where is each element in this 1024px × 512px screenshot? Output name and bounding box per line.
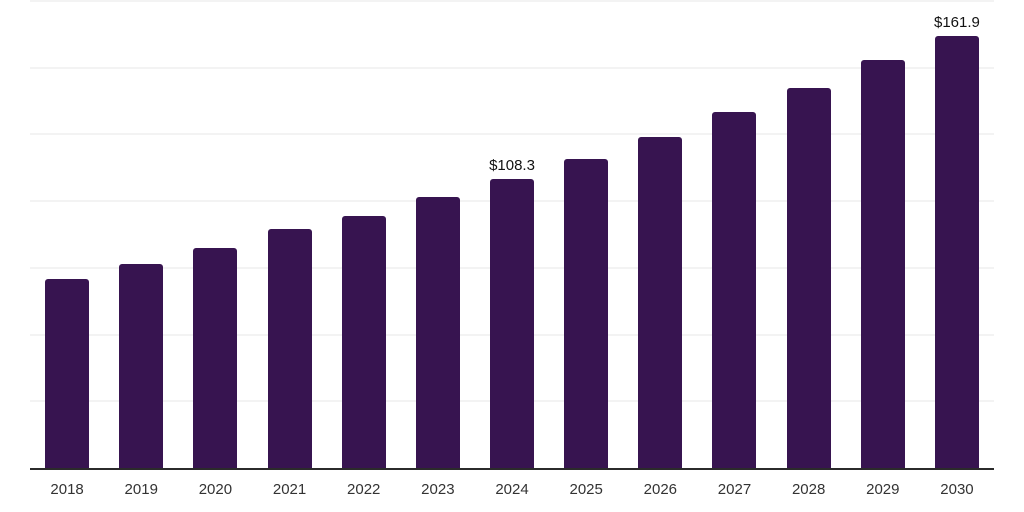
x-axis-label-2029: 2029 [866,481,900,498]
bar-value-label-2024: $108.3 [489,157,535,174]
x-axis-label-2021: 2021 [272,481,307,498]
bar-group-2026 [623,1,697,468]
bar-2022 [341,215,386,468]
bar-2021 [267,229,312,468]
bar-2028 [786,87,831,468]
gridline-125 [30,133,994,136]
x-axis-label-2028: 2028 [791,481,826,498]
x-axis-label-2022: 2022 [347,481,381,498]
bar-2018 [45,278,90,468]
gridline-150 [30,66,994,69]
bar-2023 [415,196,460,468]
bar-2025 [564,158,609,468]
x-axis-label-2025: 2025 [569,481,603,498]
bar-2026 [638,136,683,468]
bar-2030 [934,35,979,468]
bars-row: $108.3 $161.9 [30,1,994,468]
x-axis-labels: 2018 2019 2020 2021 2022 2023 2024 2025 2026 2027… [30,470,994,498]
x-axis-label-2023: 2023 [421,481,455,498]
bar-group-2020 [178,1,252,468]
x-axis-label-2026: 2026 [643,481,678,498]
bar-2027 [712,112,757,468]
x-axis-label-2018: 2018 [50,481,84,498]
bar-group-2025 [549,1,623,468]
bar-group-2023 [401,1,475,468]
bar-group-2022 [327,1,401,468]
bar-group-2030: $161.9 [920,1,994,468]
bar-group-2018 [30,1,104,468]
bar-2024 [490,179,535,468]
x-axis-label-2019: 2019 [124,481,158,498]
bar-group-2029 [846,1,920,468]
bar-group-2021 [252,1,326,468]
bar-2029 [860,59,905,468]
x-axis-label-2027: 2027 [717,481,752,498]
plot-area: $108.3 $161.9 [30,0,994,470]
bar-2020 [193,248,238,468]
x-axis-label-2024: 2024 [495,481,529,498]
bar-group-2024: $108.3 [475,1,549,468]
x-axis-label-2020: 2020 [198,481,233,498]
bar-value-label-2030: $161.9 [934,13,980,31]
x-axis-label-2030: 2030 [940,481,974,498]
gridline-175 [30,0,994,2]
bar-group-2019 [104,1,178,468]
bar-group-2028 [772,1,846,468]
bar-group-2027 [697,1,771,468]
bar-2019 [119,263,164,468]
